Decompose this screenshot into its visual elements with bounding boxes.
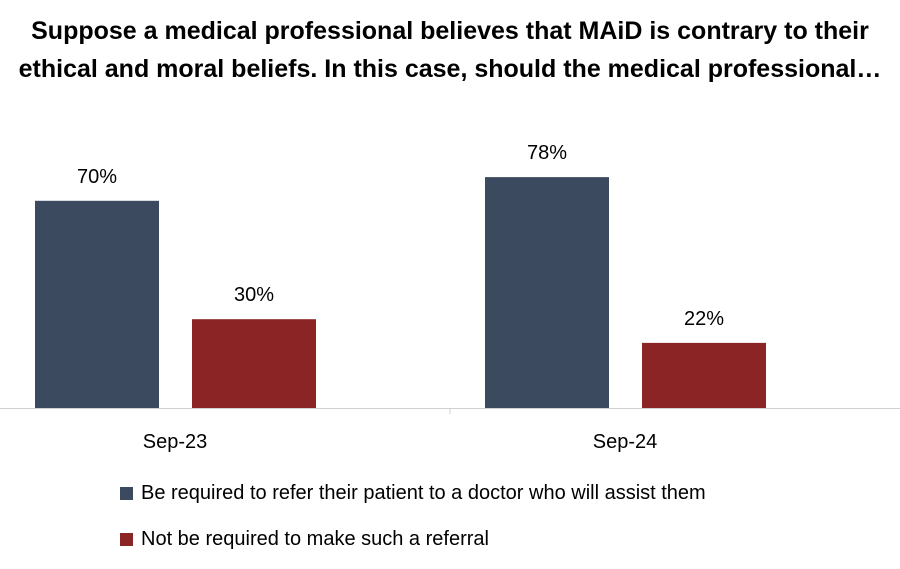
data-label-sep-24-series-0: 78%: [527, 142, 567, 164]
x-tick-label-sep-24: Sep-24: [593, 431, 658, 453]
bar-sep-23-series-1: [192, 319, 316, 408]
legend-label-not-required: Not be required to make such a referral: [141, 528, 489, 550]
data-label-sep-23-series-1: 30%: [234, 284, 274, 306]
legend-swatch-required-to-refer: [120, 487, 133, 500]
data-labels-layer: 70% 30% 78% 22%: [77, 142, 724, 330]
data-label-sep-24-series-1: 22%: [684, 308, 724, 330]
x-tick-label-sep-23: Sep-23: [143, 431, 208, 453]
legend-label-required-to-refer: Be required to refer their patient to a …: [141, 482, 706, 504]
bars-layer: [35, 177, 766, 408]
x-axis: Sep-23 Sep-24: [0, 408, 900, 453]
legend-entry-required-to-refer: Be required to refer their patient to a …: [120, 482, 706, 505]
data-label-sep-23-series-0: 70%: [77, 166, 117, 188]
bar-sep-24-series-0: [485, 177, 609, 408]
legend-swatch-not-required: [120, 533, 133, 546]
legend-entry-not-required: Not be required to make such a referral: [120, 528, 489, 551]
bar-sep-24-series-1: [642, 342, 766, 408]
chart-title: Suppose a medical professional believes …: [18, 17, 882, 83]
bar-sep-23-series-0: [35, 200, 159, 408]
